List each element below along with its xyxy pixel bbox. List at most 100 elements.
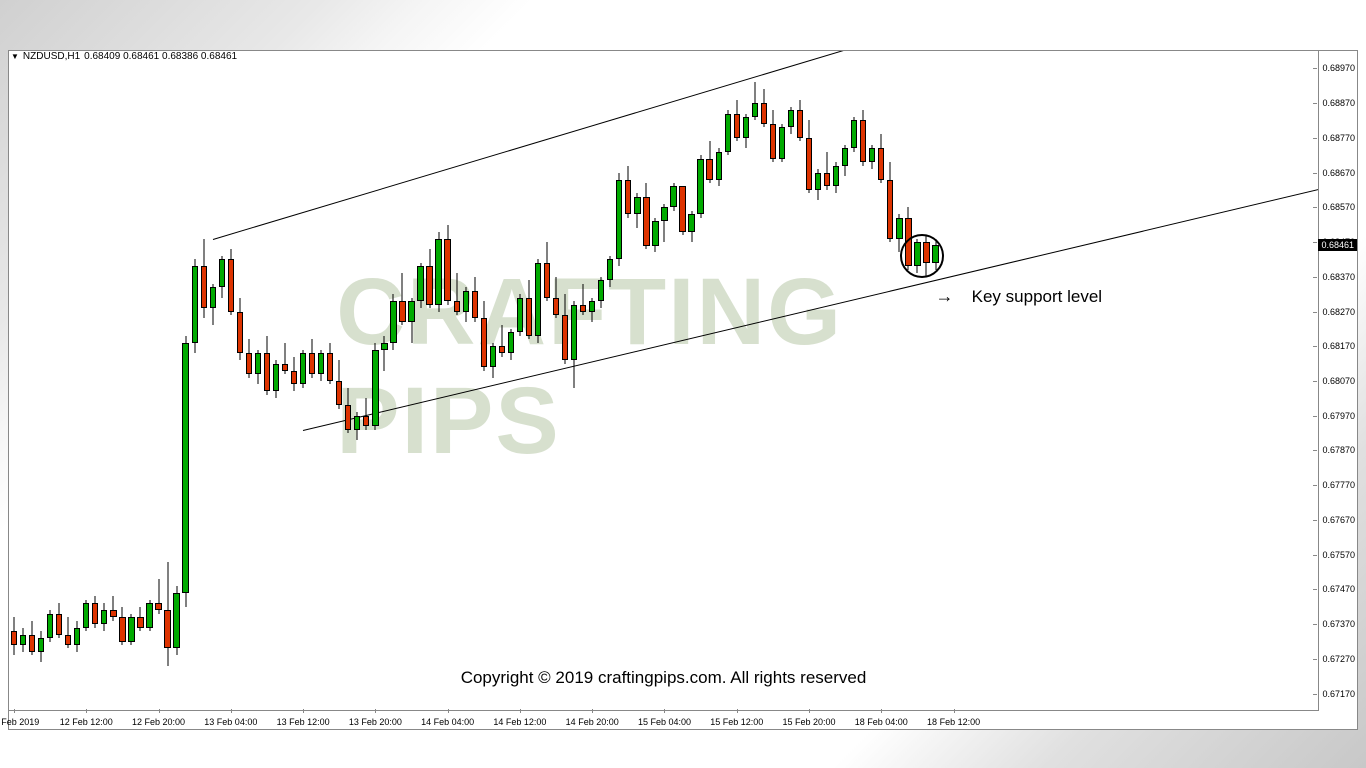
candlestick [155, 579, 161, 614]
x-axis: 12 Feb 201912 Feb 12:0012 Feb 20:0013 Fe… [9, 709, 1319, 729]
candlestick [255, 350, 261, 385]
y-axis: 0.689700.688700.687700.686700.685700.684… [1317, 51, 1357, 711]
candlestick [372, 343, 378, 430]
candlestick [788, 107, 794, 135]
candlestick [192, 259, 198, 353]
candlestick [734, 100, 740, 142]
candlestick [417, 263, 423, 308]
candlestick [535, 259, 541, 342]
y-axis-label: 0.68270 [1322, 307, 1355, 317]
chevron-down-icon[interactable]: ▼ [11, 52, 19, 61]
candlestick [607, 256, 613, 287]
candlestick [219, 256, 225, 298]
candlestick [137, 607, 143, 631]
x-axis-label: 14 Feb 12:00 [493, 717, 546, 727]
candlestick [128, 614, 134, 645]
candlestick [526, 280, 532, 339]
chart-window: ▼ NZDUSD,H1 0.68409 0.68461 0.68386 0.68… [8, 50, 1358, 730]
x-axis-label: 12 Feb 12:00 [60, 717, 113, 727]
x-axis-label: 14 Feb 04:00 [421, 717, 474, 727]
candlestick [634, 193, 640, 228]
candlestick [463, 287, 469, 322]
y-axis-label: 0.67970 [1322, 411, 1355, 421]
y-axis-label: 0.68570 [1322, 202, 1355, 212]
candlestick [426, 249, 432, 308]
candlestick [589, 298, 595, 322]
y-axis-label: 0.68170 [1322, 341, 1355, 351]
candlestick [210, 284, 216, 326]
candlestick [652, 218, 658, 253]
candlestick [706, 141, 712, 183]
x-axis-label: 12 Feb 20:00 [132, 717, 185, 727]
candlestick [146, 600, 152, 631]
copyright-text: Copyright © 2019 craftingpips.com. All r… [461, 668, 867, 688]
candlestick [797, 100, 803, 142]
y-axis-label: 0.67270 [1322, 654, 1355, 664]
candlestick [399, 273, 405, 325]
candlestick [553, 277, 559, 319]
candlestick [625, 166, 631, 218]
candlestick [363, 398, 369, 429]
candlestick [264, 336, 270, 395]
candlestick [878, 134, 884, 183]
y-axis-label: 0.67370 [1322, 619, 1355, 629]
candlestick [237, 298, 243, 361]
y-axis-label: 0.67770 [1322, 480, 1355, 490]
chart-plot-area[interactable]: CRAFTING PIPS Copyright © 2019 craftingp… [9, 51, 1319, 711]
y-axis-label: 0.67670 [1322, 515, 1355, 525]
candlestick [309, 339, 315, 377]
candlestick [761, 89, 767, 127]
y-axis-label: 0.67170 [1322, 689, 1355, 699]
candlestick [752, 82, 758, 120]
candlestick [336, 360, 342, 409]
candlestick [273, 360, 279, 398]
candlestick [11, 617, 17, 655]
candlestick [291, 357, 297, 392]
y-axis-label: 0.68370 [1322, 272, 1355, 282]
y-axis-label: 0.68770 [1322, 133, 1355, 143]
candlestick [842, 145, 848, 176]
candlestick [860, 110, 866, 166]
candlestick [345, 388, 351, 433]
candlestick [869, 145, 875, 169]
candlestick [598, 277, 604, 308]
candlestick [616, 173, 622, 267]
x-axis-label: 15 Feb 12:00 [710, 717, 763, 727]
chart-symbol: NZDUSD,H1 [23, 51, 80, 62]
arrow-right-icon: → [936, 286, 954, 307]
candlestick [851, 117, 857, 152]
x-axis-label: 18 Feb 12:00 [927, 717, 980, 727]
candlestick [435, 232, 441, 312]
y-axis-label: 0.68970 [1322, 63, 1355, 73]
candlestick [173, 586, 179, 655]
candlestick [770, 110, 776, 162]
candlestick [164, 562, 170, 666]
x-axis-label: 12 Feb 2019 [0, 717, 39, 727]
candlestick [517, 294, 523, 336]
y-axis-label: 0.67470 [1322, 584, 1355, 594]
candlestick [544, 242, 550, 301]
candlestick [580, 284, 586, 315]
candlestick [806, 120, 812, 193]
candlestick [562, 294, 568, 363]
candlestick [472, 277, 478, 322]
x-axis-label: 13 Feb 04:00 [204, 717, 257, 727]
candlestick [408, 298, 414, 343]
candlestick [688, 211, 694, 242]
candlestick [119, 607, 125, 645]
x-axis-label: 18 Feb 04:00 [855, 717, 908, 727]
candlestick [92, 596, 98, 627]
candlestick [490, 343, 496, 378]
current-price-marker: 0.68461 [1318, 239, 1357, 251]
candlestick [508, 329, 514, 360]
candlestick [779, 124, 785, 162]
candlestick [743, 114, 749, 149]
x-axis-label: 13 Feb 20:00 [349, 717, 402, 727]
candlestick [38, 631, 44, 662]
candlestick [20, 628, 26, 652]
candlestick [47, 610, 53, 641]
candlestick [824, 152, 830, 190]
chart-ohlc: 0.68409 0.68461 0.68386 0.68461 [84, 51, 237, 62]
x-axis-label: 13 Feb 12:00 [277, 717, 330, 727]
candlestick [454, 273, 460, 315]
